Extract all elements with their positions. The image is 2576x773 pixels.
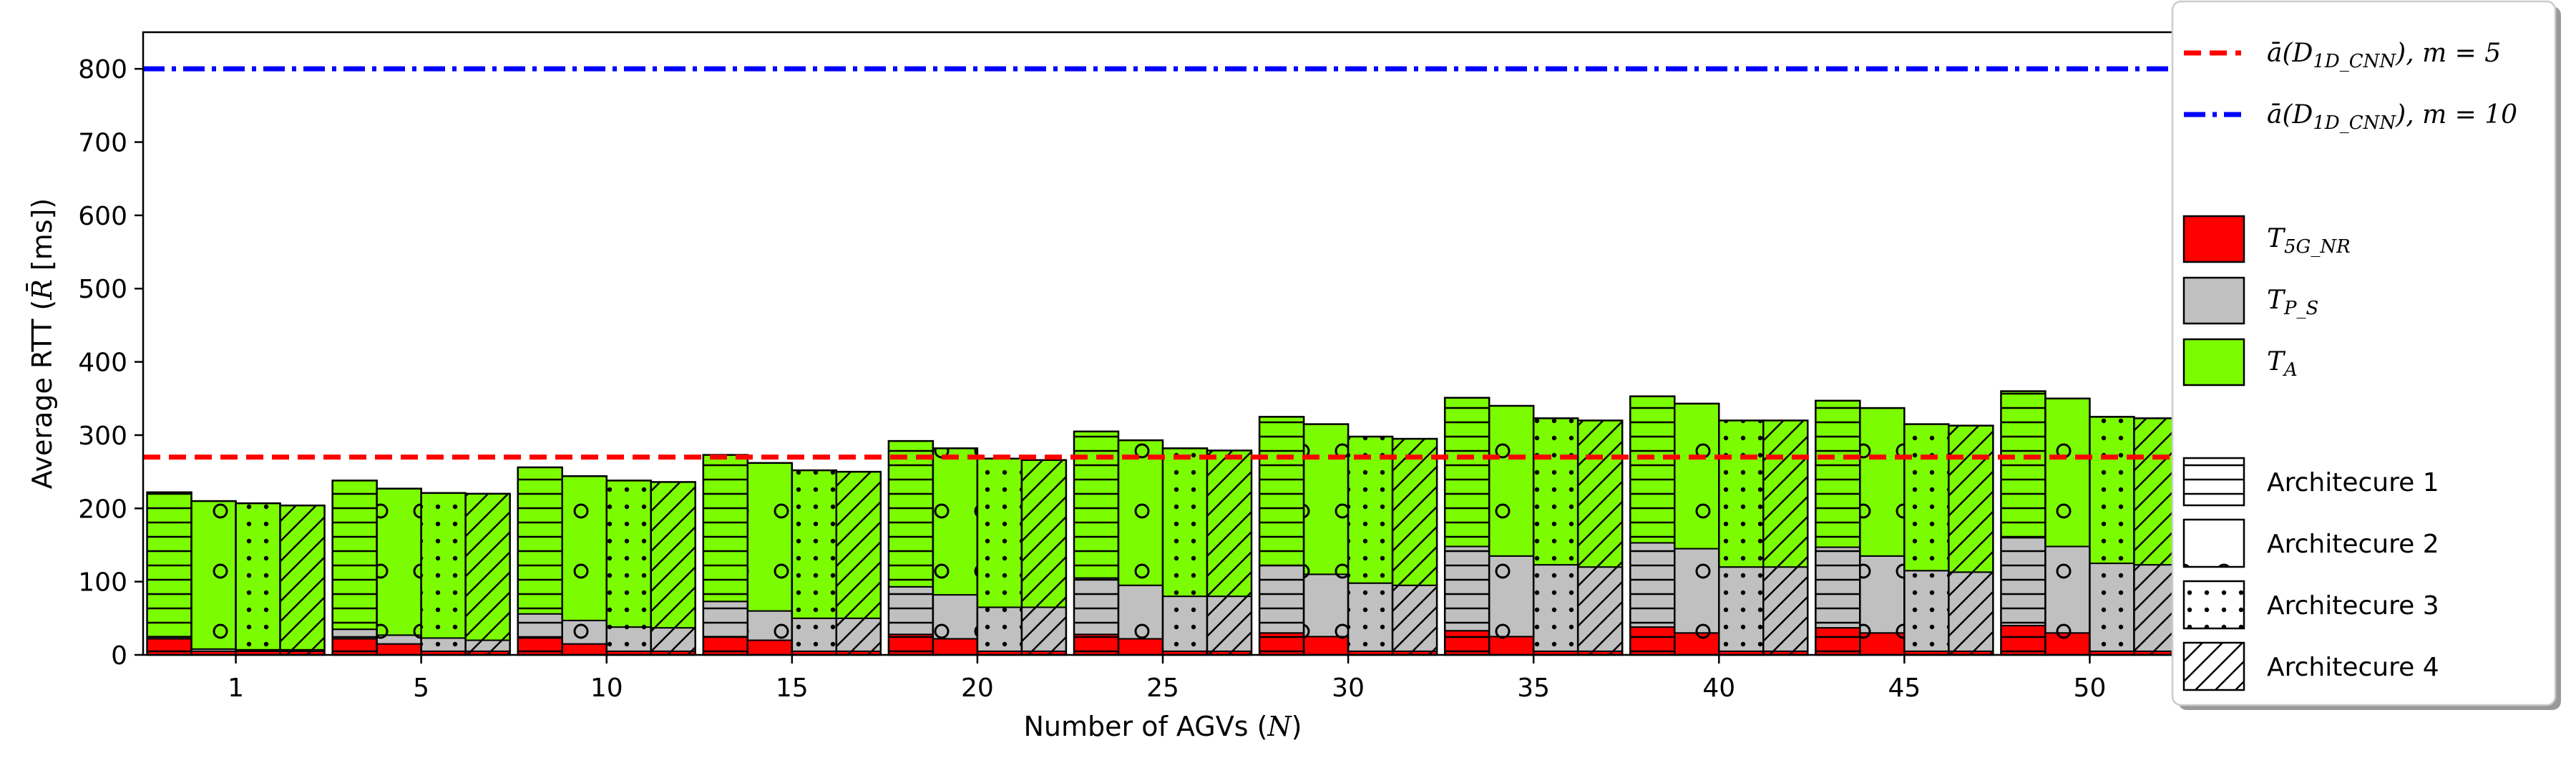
bar-group-n-1 [146,491,326,656]
bar-hatch-arch1-n45 [1815,399,1861,656]
y-axis-var: R̄ [26,279,58,301]
x-axis-label: Number of AGVs (N) [1024,711,1302,742]
legend-label-arch-4: Architecure 4 [2267,653,2439,682]
x-tick-label: 5 [413,674,429,703]
legend-label-p-s: TP_S [2267,286,2318,319]
x-tick-label: 15 [776,674,809,703]
legend-label-5g-nr: T5G_NR [2267,224,2351,258]
y-tick-label: 0 [111,641,127,671]
bar-hatch-arch1-n35 [1443,397,1491,656]
bar-group-n-40 [1629,395,1809,656]
bar-hatch-arch2-n10 [561,475,608,656]
bar-hatch-arch2-n5 [376,487,422,656]
x-tick-label: 35 [1517,674,1550,703]
bar-hatch-arch1-n50 [2000,390,2046,656]
bar-hatch-arch2-n40 [1674,402,1720,656]
bar-hatch-arch2-n15 [746,462,794,656]
bar-group-n-30 [1258,416,1438,656]
legend: ā(D1D_CNN), m = 5 ā(D1D_CNN), m = 10 T5G… [2171,0,2561,710]
y-tick-label: 200 [78,495,127,524]
y-tick-label: 400 [78,349,127,378]
y-tick-label: 600 [78,202,127,231]
legend-swatch-5g-nr [2182,215,2245,263]
x-tick-label: 10 [590,674,623,703]
bar-hatch-arch1-n30 [1258,416,1305,656]
y-tick-label: 300 [78,422,127,451]
bar-hatch-arch1-n5 [331,480,378,656]
legend-swatch-arch-4 [2182,641,2245,691]
x-tick-label: 1 [228,674,244,703]
bar-hatch-arch3-n30 [1347,435,1394,656]
legend-line-m5: ā(D1D_CNN), m = 5 [2267,39,2501,72]
bars-layer [146,390,2180,656]
x-tick-label: 40 [1702,674,1735,703]
legend-label-arch-3: Architecure 3 [2267,591,2439,621]
x-tick-label: 25 [1146,674,1179,703]
x-axis: 1 5 10 15 20 25 30 35 40 45 50 [228,655,2106,703]
bar-hatch-arch3-n50 [2089,416,2135,656]
bar-group-n-50 [2000,390,2180,656]
reference-lines [143,66,2182,460]
bar-group-n-10 [517,466,696,656]
bar-hatch-arch3-n35 [1532,417,1579,656]
bar-group-n-5 [331,480,511,656]
x-tick-label: 30 [1332,674,1365,703]
bar-hatch-arch1-n15 [702,454,749,656]
bar-hatch-arch4-n15 [835,470,882,656]
bar-hatch-arch1-n20 [887,439,935,656]
y-axis-unit: [ms] [26,209,58,271]
bar-hatch-arch1-n25 [1073,430,1120,656]
legend-line-m10: ā(D1D_CNN), m = 10 [2267,100,2517,134]
bar-hatch-arch1-n40 [1629,395,1676,656]
bar-hatch-arch4-n5 [464,492,511,656]
bar-hatch-arch3-n1 [235,502,281,656]
y-tick-label: 700 [78,129,127,158]
bar-group-n-25 [1073,430,1253,656]
x-tick-label: 45 [1888,674,1921,703]
x-tick-label: 50 [2074,674,2107,703]
legend-swatch-arch-1 [2182,457,2245,507]
legend-label-a: TA [2267,347,2298,381]
bar-hatch-arch3-n15 [791,469,838,656]
bar-hatch-arch2-n20 [932,447,979,656]
y-tick-label: 500 [78,275,127,304]
bar-hatch-arch1-n10 [517,466,563,656]
bar-hatch-arch3-n20 [976,457,1023,656]
legend-swatch-p-s [2182,276,2245,325]
bar-hatch-arch1-n1 [146,491,192,656]
bar-hatch-arch3-n10 [605,480,652,656]
bar-group-n-20 [887,439,1068,656]
bar-hatch-arch4-n1 [279,504,326,656]
bar-hatch-arch2-n1 [190,500,237,656]
legend-box [2171,0,2557,706]
x-axis-var: N [1267,711,1292,742]
bar-hatch-arch4-n45 [1948,424,1994,656]
x-tick-label: 20 [961,674,994,703]
legend-swatch-arch-3 [2182,580,2245,630]
bar-hatch-arch2-n45 [1859,407,1906,656]
legend-label-arch-1: Architecure 1 [2267,468,2439,497]
bar-hatch-arch4-n20 [1020,459,1068,656]
x-axis-label-text: Number of AGVs [1024,711,1249,742]
y-tick-label: 100 [78,568,127,598]
y-axis-label-text: Average RTT [26,319,58,489]
bar-hatch-arch3-n5 [420,492,467,656]
bar-hatch-arch2-n35 [1488,404,1535,656]
bar-group-n-35 [1443,397,1624,656]
bar-hatch-arch4-n10 [650,481,696,656]
y-tick-label: 800 [78,55,127,84]
y-axis: 0 100 200 300 400 500 600 700 800 [78,55,143,671]
bar-hatch-arch2-n25 [1117,439,1164,656]
bar-hatch-arch2-n50 [2044,397,2091,656]
bar-group-n-15 [702,454,882,656]
bar-hatch-arch4-n25 [1206,449,1253,656]
legend-label-arch-2: Architecure 2 [2267,530,2439,559]
bar-hatch-arch3-n25 [1161,447,1209,656]
legend-swatch-arch-2 [2182,518,2245,568]
y-axis-label: Average RTT (R̄ [ms]) [26,198,58,489]
bar-hatch-arch4-n30 [1391,437,1438,656]
bar-group-n-45 [1815,399,1994,656]
legend-swatch-a [2182,338,2245,386]
